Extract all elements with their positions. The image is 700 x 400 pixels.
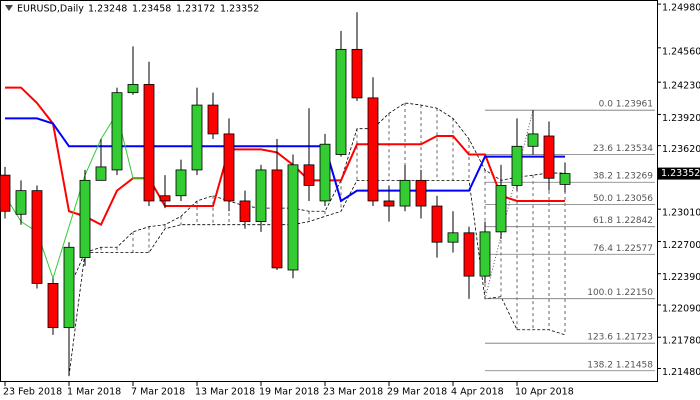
- y-tick-label: 1.24560: [662, 46, 700, 57]
- x-tick-label: 4 Apr 2018: [451, 387, 504, 398]
- candle-body: [559, 173, 571, 185]
- candle-body: [319, 143, 331, 202]
- candle-body: [287, 164, 299, 271]
- candle-body: [495, 185, 507, 233]
- last-price-label: 1.23352: [661, 168, 700, 179]
- indicator-line: [5, 86, 565, 227]
- x-tick-label: 7 Mar 2018: [131, 387, 185, 398]
- x-tick-label: 23 Feb 2018: [3, 387, 62, 398]
- x-tick-label: 23 Mar 2018: [323, 387, 383, 398]
- y-tick-label: 1.24230: [662, 81, 700, 92]
- candle-body: [79, 179, 91, 258]
- indicator-layer: [4, 86, 565, 280]
- candle-body: [431, 205, 443, 243]
- fib-price: 1.22150: [616, 288, 653, 298]
- fib-ratio: 0.0: [599, 100, 614, 110]
- fib-price: 1.23961: [616, 100, 653, 110]
- header-open: 1.23248: [88, 4, 127, 15]
- candle-body: [143, 84, 155, 202]
- candle-body: [15, 190, 27, 215]
- candle-body: [367, 97, 379, 202]
- indicator-line: [4, 112, 149, 280]
- candle-body: [175, 169, 187, 197]
- fib-price: 1.23534: [616, 144, 653, 154]
- candle-body: [95, 166, 107, 181]
- candle-body: [335, 48, 347, 155]
- menu-icon: [5, 5, 13, 11]
- symbol-title: EURUSD,Daily: [17, 4, 84, 15]
- fib-ratio: 23.6: [593, 144, 613, 154]
- candle-body: [111, 92, 123, 171]
- y-tick-label: 1.21480: [662, 367, 700, 378]
- fib-ratio: 100.0: [587, 288, 613, 298]
- candle-body: [463, 232, 475, 277]
- x-tick-label: 10 Apr 2018: [515, 387, 574, 398]
- candle-body: [511, 145, 523, 186]
- candle-body: [239, 200, 251, 222]
- fib-ratio: 123.6: [587, 333, 613, 343]
- y-tick-label: 1.21780: [662, 336, 700, 347]
- candle-body: [159, 195, 171, 202]
- y-tick-label: 1.24980: [662, 3, 700, 14]
- indicator-line: [5, 117, 565, 203]
- fib-trend: [484, 110, 534, 299]
- fib-price: 1.21723: [616, 333, 653, 343]
- fib-ratio: 76.4: [593, 244, 613, 254]
- candle-body: [31, 190, 43, 284]
- header-low: 1.23172: [176, 4, 215, 15]
- fib-ratio: 50.0: [593, 194, 613, 204]
- candle-body: [207, 104, 219, 135]
- candle-body: [543, 135, 555, 179]
- candle-body: [191, 104, 203, 171]
- x-tick-label: 19 Mar 2018: [259, 387, 319, 398]
- cloud-span-b: [68, 179, 566, 377]
- fib-price: 1.21458: [616, 360, 653, 370]
- candle-layer: [0, 12, 571, 377]
- fib-price: 1.22577: [616, 244, 653, 254]
- y-tick-label: 1.22390: [662, 272, 700, 283]
- fib-ratio: 138.2: [587, 360, 613, 370]
- last-price-box: [658, 167, 700, 180]
- candle-body: [527, 133, 539, 147]
- candle-body: [271, 169, 283, 269]
- candle-body: [479, 231, 491, 277]
- candle-body: [255, 169, 267, 222]
- fib-ratio: 61.8: [593, 216, 613, 226]
- x-tick-label: 13 Mar 2018: [195, 387, 255, 398]
- candle-body: [63, 246, 75, 329]
- candle-body: [351, 48, 363, 99]
- y-tick-label: 1.23010: [662, 208, 700, 219]
- fib-ratio: 38.2: [593, 172, 613, 182]
- header-close: 1.23352: [220, 4, 259, 15]
- candle-body: [447, 232, 459, 243]
- cloud-span-a: [68, 102, 565, 289]
- fib-price: 1.23056: [616, 194, 653, 204]
- candle-body: [127, 84, 139, 94]
- candle-body: [47, 283, 59, 329]
- candle-body: [383, 200, 395, 207]
- y-tick-label: 1.22090: [662, 303, 700, 314]
- candle-body: [399, 179, 411, 207]
- fib-price: 1.23269: [616, 172, 653, 182]
- y-tick-label: 1.22700: [662, 240, 700, 251]
- y-tick-label: 1.23620: [662, 144, 700, 155]
- candle-body: [415, 179, 427, 207]
- candle-body: [303, 164, 315, 186]
- fib-price: 1.22842: [616, 216, 653, 226]
- y-tick-label: 1.23920: [662, 113, 700, 124]
- candle-body: [223, 133, 235, 202]
- header-high: 1.23458: [132, 4, 171, 15]
- axis-layer: 1.24980 1.24560 1.24230 1.23920 1.23620 1.230…: [3, 3, 700, 398]
- x-tick-label: 1 Mar 2018: [67, 387, 121, 398]
- candle-body: [0, 174, 11, 212]
- x-tick-label: 29 Mar 2018: [387, 387, 447, 398]
